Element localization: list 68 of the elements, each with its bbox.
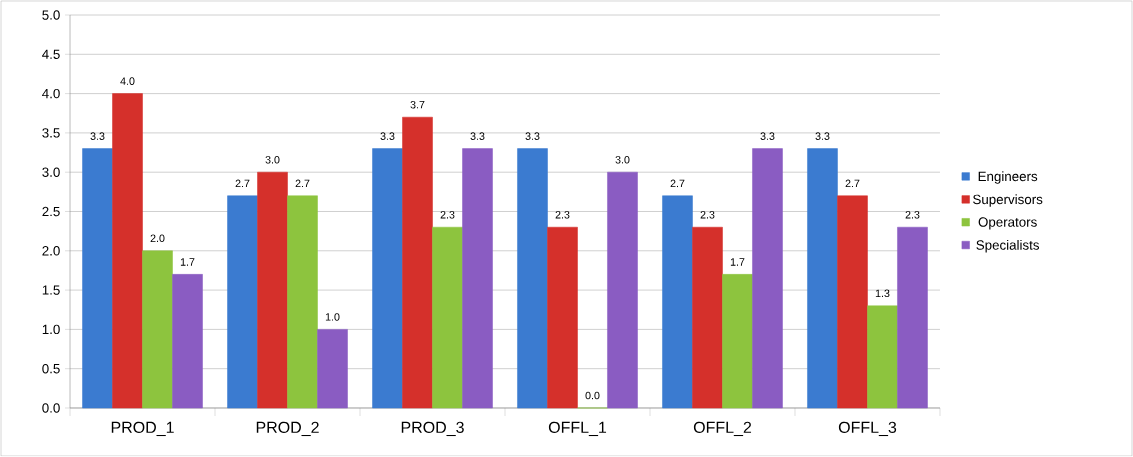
bar <box>112 93 143 409</box>
legend-label: Supervisors <box>973 194 1043 207</box>
y-tick-label: 1.5 <box>42 285 60 295</box>
y-tick-label: 4.0 <box>42 88 60 99</box>
bar <box>662 195 693 409</box>
x-tick-label: PROD_2 <box>256 421 319 437</box>
y-tick-label: 2.5 <box>42 206 60 217</box>
x-tick-label: OFFL_3 <box>838 421 897 437</box>
x-tick-label: PROD_1 <box>111 421 174 437</box>
bar <box>142 250 173 409</box>
data-label: 2.3 <box>905 210 920 219</box>
data-label: 1.7 <box>730 258 745 266</box>
data-label: 3.7 <box>410 100 425 109</box>
bar <box>227 195 258 409</box>
legend-label: Operators <box>978 217 1037 230</box>
data-label: 0.0 <box>585 391 600 400</box>
y-tick-label: 5.0 <box>42 10 60 20</box>
data-label: 1.0 <box>325 313 340 321</box>
bar <box>462 148 493 409</box>
bar <box>547 226 578 409</box>
bar <box>607 171 638 409</box>
data-label: 2.3 <box>555 210 570 219</box>
data-label: 4.0 <box>120 77 135 85</box>
legend-label: Engineers <box>978 171 1038 184</box>
y-tick-label: 1.0 <box>42 324 60 335</box>
y-tick-label: 4.5 <box>42 49 60 59</box>
bar <box>752 148 783 409</box>
bar <box>82 148 113 409</box>
bar <box>722 274 753 409</box>
data-label: 2.3 <box>440 210 455 219</box>
bar <box>867 305 898 409</box>
bar <box>257 171 288 409</box>
bar <box>402 116 433 409</box>
data-label: 2.0 <box>150 234 165 243</box>
bar <box>372 148 403 409</box>
bar <box>897 226 928 409</box>
bar <box>807 148 838 409</box>
bar <box>287 195 318 409</box>
y-tick-label: 0.5 <box>42 363 60 374</box>
data-label: 3.3 <box>380 132 395 140</box>
bar <box>837 195 868 409</box>
x-tick-label: OFFL_2 <box>693 421 752 437</box>
data-label: 2.3 <box>700 210 715 219</box>
bar <box>432 226 463 409</box>
data-label: 3.3 <box>525 132 540 140</box>
bar <box>517 148 548 409</box>
data-label: 1.3 <box>875 289 890 298</box>
data-label: 3.3 <box>90 132 105 140</box>
legend-label: Specialists <box>976 239 1040 253</box>
x-tick-label: PROD_3 <box>401 421 464 437</box>
data-label: 3.3 <box>815 132 830 140</box>
data-label: 3.3 <box>470 132 485 140</box>
y-tick-label: 2.0 <box>42 246 60 256</box>
y-tick-label: 3.0 <box>42 167 60 177</box>
data-label: 3.0 <box>615 155 630 164</box>
bar <box>317 329 348 409</box>
data-label: 2.7 <box>670 179 685 188</box>
x-tick-label: OFFL_1 <box>548 421 607 437</box>
y-tick-label: 3.5 <box>42 128 60 138</box>
y-tick-label: 0.0 <box>42 403 60 413</box>
data-label: 2.7 <box>235 179 250 188</box>
data-label: 1.7 <box>180 258 195 266</box>
bar <box>172 274 203 409</box>
data-label: 3.0 <box>265 155 280 164</box>
data-label: 3.3 <box>760 132 775 140</box>
data-label: 2.7 <box>295 179 310 188</box>
data-label: 2.7 <box>845 179 860 188</box>
bar <box>692 226 723 409</box>
